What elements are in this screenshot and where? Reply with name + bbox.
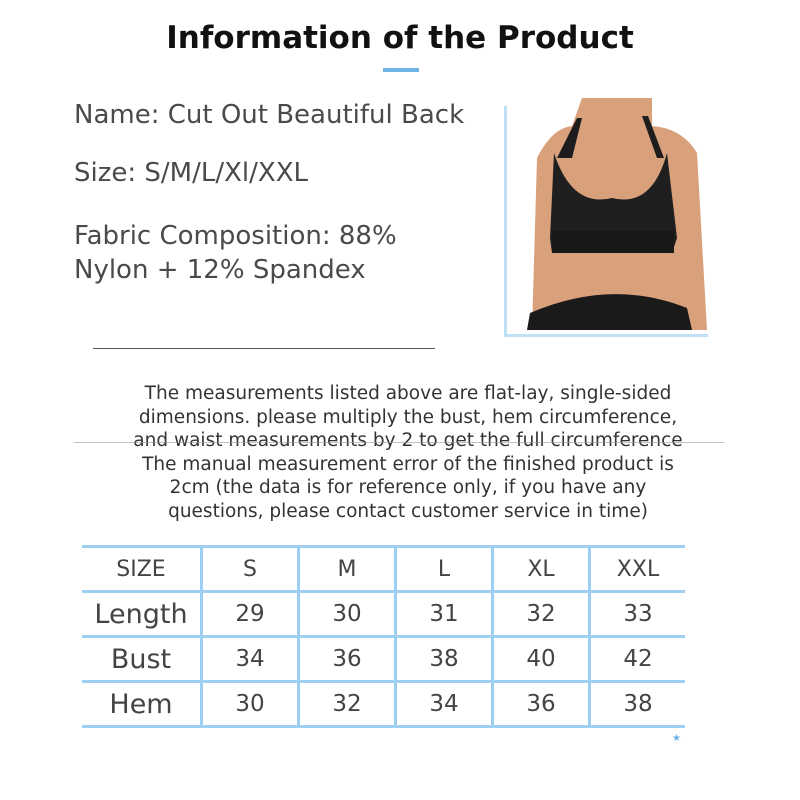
table-cell: 42 [588,635,685,683]
header-cell: L [394,545,493,593]
table-cell: 36 [491,680,590,728]
photo-frame-bottom [504,334,708,337]
fabric-composition-line1: Fabric Composition: 88% [74,221,397,251]
note-line: questions, please contact customer servi… [168,500,648,522]
note-line: The measurements listed above are flat-l… [144,383,672,404]
divider [93,348,435,349]
table-cell: 38 [588,680,685,728]
row-label: Bust [82,635,202,683]
title-underline [383,68,419,72]
row-label: Length [82,590,202,638]
note-line: The manual measurement error of the fini… [142,453,674,475]
table-row: Bust 34 36 38 40 42 [82,635,685,683]
table-cell: 34 [200,635,299,683]
star-icon: ★ [672,733,681,744]
table-cell: 32 [491,590,590,638]
product-photo [512,98,710,330]
header-cell: XXL [588,545,685,593]
page-title: Information of the Product [166,20,634,56]
note-line: 2cm (the data is for reference only, if … [169,477,647,499]
table-cell: 33 [588,590,685,638]
note-line: and waist measurements by 2 to get the f… [133,430,683,452]
header-cell: M [297,545,396,593]
size-table: SIZE S M L XL XXL Length 29 30 31 32 33 … [82,545,685,728]
table-cell: 32 [297,680,396,728]
row-label: Hem [82,680,202,728]
table-cell: 30 [200,680,299,728]
table-cell: 31 [394,590,493,638]
table-cell: 30 [297,590,396,638]
photo-frame-left [504,106,507,336]
fabric-composition-line2: Nylon + 12% Spandex [74,255,366,285]
product-name: Name: Cut Out Beautiful Back [74,100,465,130]
table-header-row: SIZE S M L XL XXL [82,545,685,593]
table-cell: 29 [200,590,299,638]
table-row: Hem 30 32 34 36 38 [82,680,685,728]
table-cell: 38 [394,635,493,683]
header-cell: S [200,545,299,593]
separator-line [74,442,724,443]
header-cell: SIZE [82,545,202,593]
measurement-note: The measurements listed above are flat-l… [60,382,756,524]
table-row: Length 29 30 31 32 33 [82,590,685,638]
product-sizes: Size: S/M/L/Xl/XXL [74,158,308,188]
table-cell: 36 [297,635,396,683]
table-cell: 40 [491,635,590,683]
table-cell: 34 [394,680,493,728]
header-cell: XL [491,545,590,593]
note-line: dimensions. please multiply the bust, he… [138,406,678,428]
